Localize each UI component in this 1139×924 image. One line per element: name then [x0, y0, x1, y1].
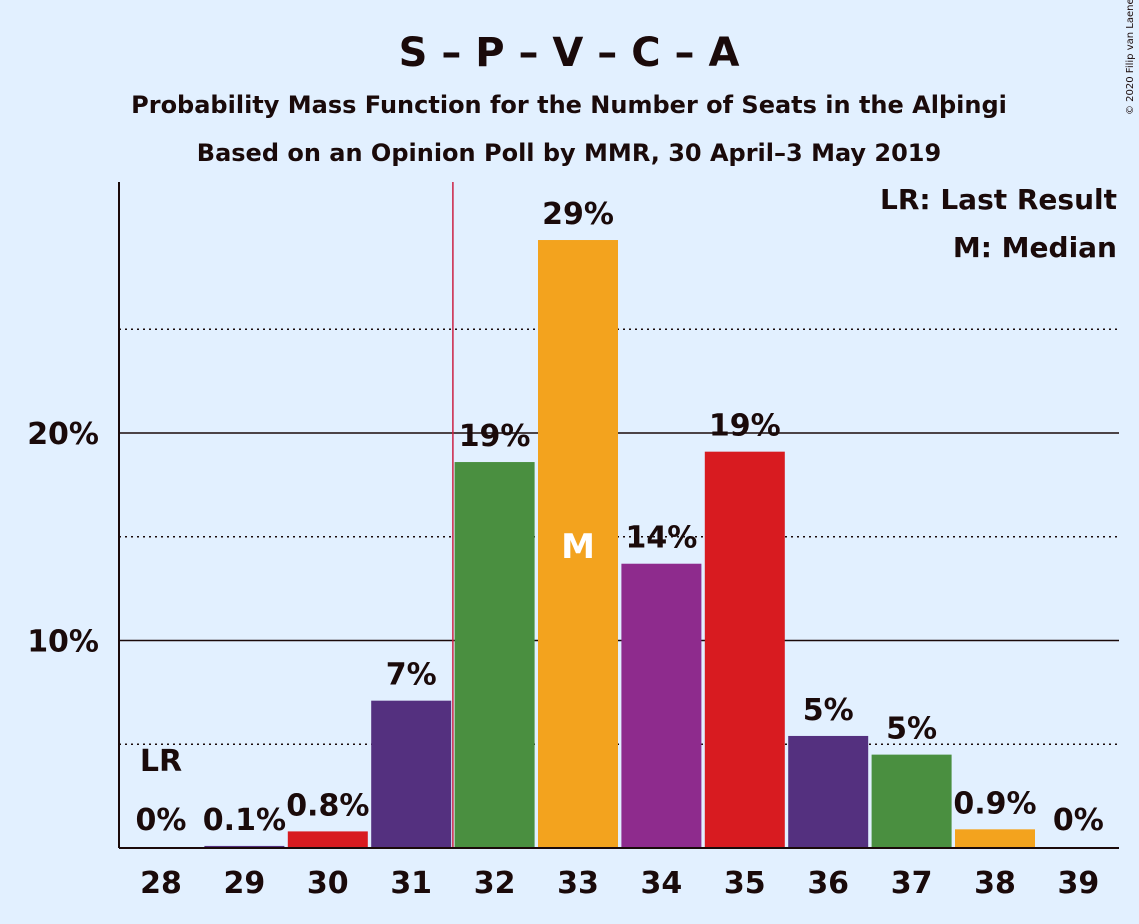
bar: [871, 754, 952, 848]
chart-subtitle-poll: Based on an Opinion Poll by MMR, 30 Apri…: [197, 139, 941, 167]
chart-title: S – P – V – C – A: [399, 30, 740, 76]
x-tick-label: 31: [390, 866, 432, 901]
median-marker: M: [561, 527, 595, 567]
bar: [788, 735, 869, 848]
x-tick-label: 39: [1058, 866, 1100, 901]
x-tick-label: 36: [807, 866, 849, 901]
bar-value-label: 0%: [1053, 803, 1104, 838]
x-tick-label: 28: [140, 866, 182, 901]
bar-value-label: 29%: [542, 197, 614, 232]
bar-value-label: 7%: [386, 658, 437, 693]
x-tick-label: 38: [974, 866, 1016, 901]
bar-value-label: 19%: [709, 409, 781, 444]
x-tick-label: 35: [724, 866, 766, 901]
x-tick-label: 33: [557, 866, 599, 901]
bar-value-label: 0.8%: [286, 788, 369, 823]
bar-value-label: 0%: [136, 803, 187, 838]
x-tick-label: 29: [224, 866, 266, 901]
copyright-notice: © 2020 Filip van Laenen: [1125, 0, 1136, 115]
bar: [287, 831, 368, 848]
bar-value-label: 19%: [459, 419, 531, 454]
chart-subtitle: Probability Mass Function for the Number…: [131, 91, 1007, 119]
bar-value-label: 5%: [886, 712, 937, 747]
y-tick-label: 10%: [27, 625, 99, 660]
last-result-marker: LR: [140, 744, 182, 779]
bar: [538, 240, 618, 848]
bar-value-label: 0.9%: [953, 786, 1036, 821]
bar-value-label: 0.1%: [203, 803, 286, 838]
bar: [704, 451, 785, 848]
x-tick-label: 30: [307, 866, 349, 901]
bar: [371, 700, 452, 848]
bar-value-label: 5%: [803, 693, 854, 728]
bar: [454, 462, 535, 848]
bar: [204, 845, 285, 848]
y-tick-label: 20%: [27, 417, 99, 452]
legend-last-result: LR: Last Result: [880, 183, 1117, 216]
x-tick-label: 32: [474, 866, 516, 901]
plot-area: 10% 20% 0% 28 0.1% 29 0.8% 30 7% 31 19% 32 29% 33 14% 3…: [27, 182, 1119, 901]
x-tick-label: 37: [891, 866, 933, 901]
bar: [955, 829, 1035, 848]
bar-value-label: 14%: [625, 521, 697, 556]
bar: [621, 563, 702, 848]
x-tick-label: 34: [641, 866, 683, 901]
legend-median: M: Median: [953, 231, 1117, 264]
